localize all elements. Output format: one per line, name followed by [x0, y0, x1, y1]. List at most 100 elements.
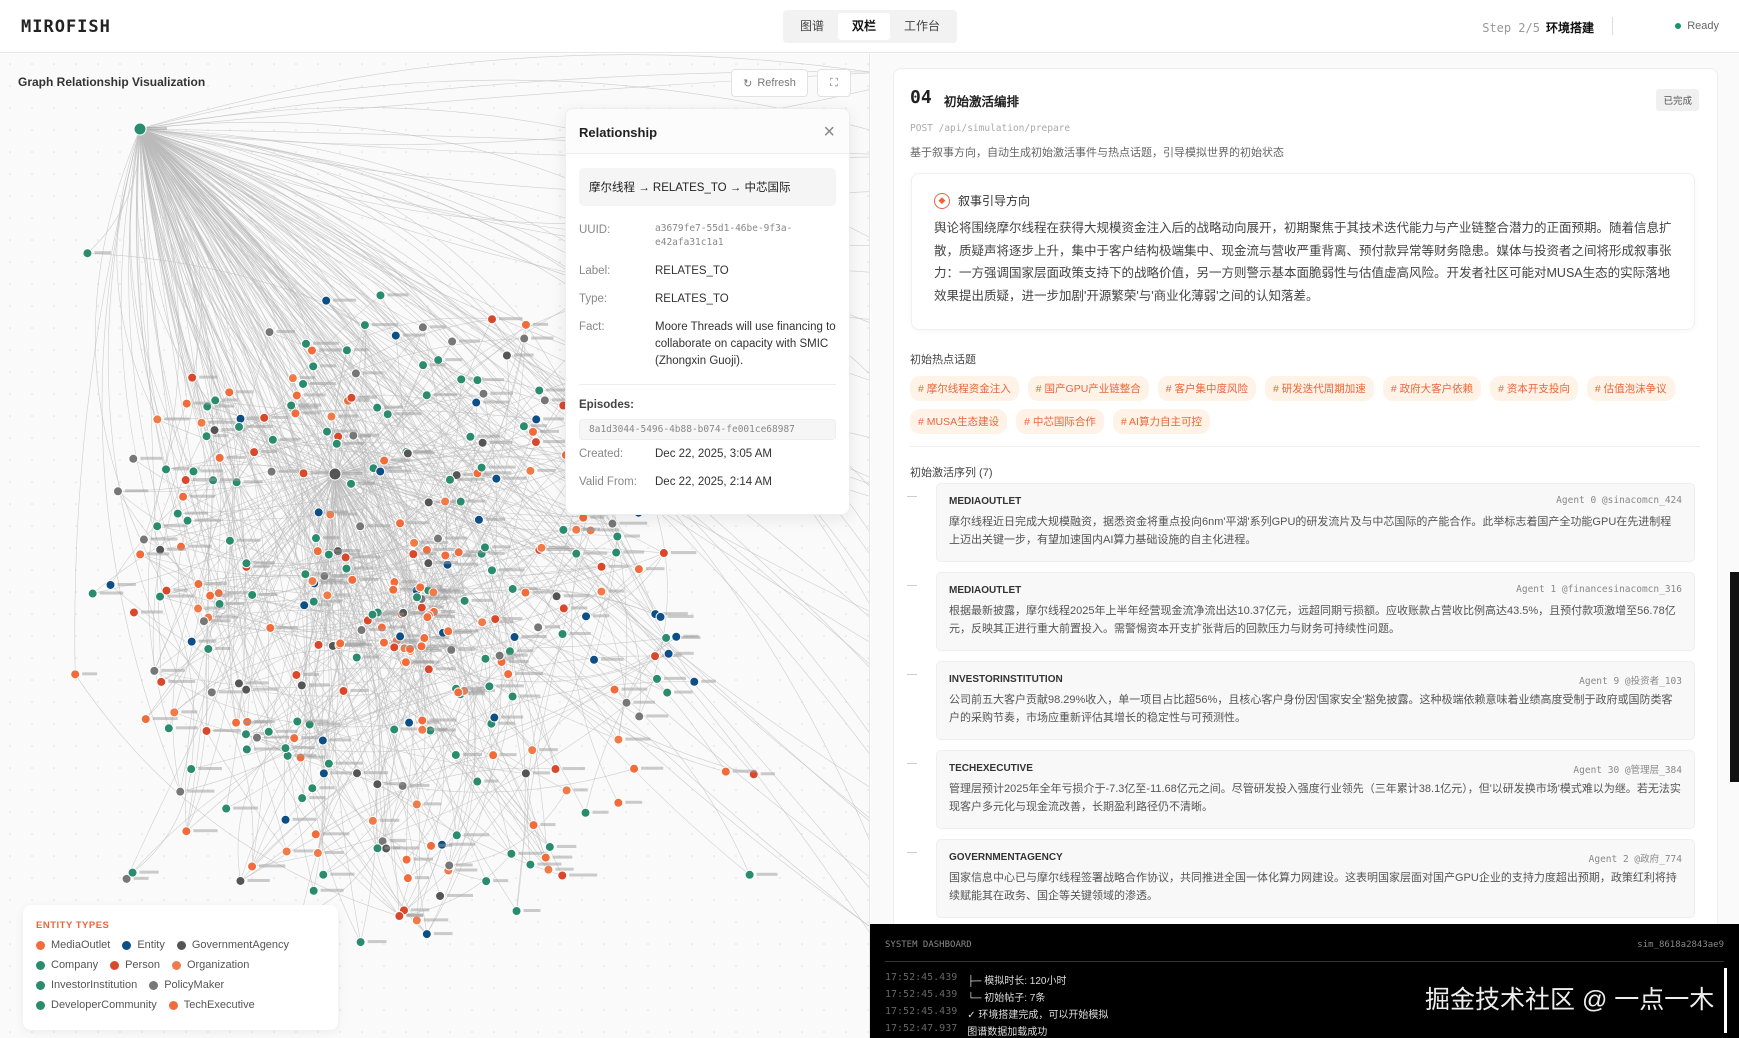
graph-node[interactable]	[322, 590, 333, 601]
graph-node[interactable]	[350, 368, 361, 379]
graph-node[interactable]	[394, 911, 405, 922]
legend-item[interactable]: Company	[36, 959, 98, 971]
graph-node[interactable]	[351, 652, 362, 663]
graph-edge[interactable]	[322, 658, 486, 741]
graph-edge[interactable]	[139, 128, 374, 821]
graph-node[interactable]	[486, 565, 497, 576]
graph-edge[interactable]	[116, 128, 158, 420]
graph-node[interactable]	[379, 455, 390, 466]
graph-edge[interactable]	[182, 407, 293, 497]
graph-node[interactable]	[231, 717, 242, 728]
graph-edge[interactable]	[143, 539, 199, 609]
graph-edge[interactable]	[139, 128, 222, 650]
graph-edge[interactable]	[166, 324, 366, 591]
graph-node[interactable]	[105, 579, 116, 590]
graph-edge[interactable]	[139, 128, 378, 785]
graph-edge[interactable]	[87, 128, 141, 254]
graph-edge[interactable]	[618, 637, 667, 740]
graph-node[interactable]	[658, 548, 669, 559]
graph-node[interactable]	[310, 533, 321, 544]
graph-node[interactable]	[530, 437, 541, 448]
graph-edge[interactable]	[139, 128, 870, 617]
graph-edge[interactable]	[377, 588, 513, 785]
graph-node[interactable]	[356, 625, 367, 636]
graph-edge[interactable]	[345, 557, 448, 571]
graph-edge[interactable]	[334, 473, 500, 656]
graph-node[interactable]	[507, 691, 518, 702]
graph-node[interactable]	[209, 425, 220, 436]
graph-edge[interactable]	[161, 473, 336, 683]
graph-edge[interactable]	[379, 471, 754, 775]
graph-edge[interactable]	[238, 426, 313, 582]
graph-edge[interactable]	[496, 478, 627, 703]
graph-edge[interactable]	[139, 128, 452, 651]
graph-node[interactable]	[152, 414, 163, 425]
graph-edge[interactable]	[139, 128, 870, 877]
graph-node[interactable]	[210, 395, 221, 406]
graph-edge[interactable]	[126, 473, 336, 879]
graph-edge[interactable]	[74, 128, 141, 675]
graph-node[interactable]	[188, 466, 199, 477]
graph-edge[interactable]	[527, 552, 617, 865]
graph-edge[interactable]	[334, 379, 478, 475]
graph-node[interactable]	[609, 684, 620, 695]
graph-node[interactable]	[135, 549, 146, 560]
graph-node[interactable]	[450, 749, 461, 760]
graph-edge[interactable]	[209, 473, 336, 596]
graph-node[interactable]	[247, 861, 258, 872]
graph-edge[interactable]	[139, 128, 270, 867]
graph-edge[interactable]	[240, 418, 478, 782]
view-tab-workbench[interactable]: 工作台	[904, 19, 941, 33]
graph-edge[interactable]	[334, 473, 418, 598]
graph-node[interactable]	[235, 413, 246, 424]
graph-node[interactable]	[527, 745, 538, 756]
graph-node[interactable]	[456, 374, 467, 385]
graph-node[interactable]	[375, 290, 386, 301]
graph-edge[interactable]	[327, 595, 627, 704]
graph-node[interactable]	[423, 558, 434, 569]
graph-node[interactable]	[491, 473, 502, 484]
graph-node[interactable]	[323, 758, 334, 769]
graph-node[interactable]	[187, 372, 198, 383]
graph-node[interactable]	[459, 595, 470, 606]
legend-item[interactable]: PolicyMaker	[149, 979, 224, 991]
graph-node[interactable]	[193, 603, 204, 614]
graph-edge[interactable]	[139, 128, 328, 596]
graph-edge[interactable]	[246, 590, 429, 750]
legend-item[interactable]: Entity	[122, 939, 165, 951]
graph-node[interactable]	[299, 600, 310, 611]
graph-edge[interactable]	[139, 128, 563, 635]
graph-node[interactable]	[289, 733, 300, 744]
graph-node[interactable]	[417, 724, 428, 735]
graph-node[interactable]	[477, 437, 488, 448]
hot-topic-tag[interactable]: # 国产GPU产业链整合	[1027, 376, 1149, 401]
graph-edge[interactable]	[382, 530, 591, 842]
graph-edge[interactable]	[251, 636, 401, 867]
graph-node[interactable]	[558, 524, 569, 535]
graph-node[interactable]	[689, 676, 700, 687]
graph-node[interactable]	[389, 642, 400, 653]
view-tab-graph[interactable]: 图谱	[800, 19, 825, 33]
hot-topic-tag[interactable]: # 估值泡沫争议	[1586, 376, 1675, 401]
graph-node[interactable]	[140, 714, 151, 725]
graph-node[interactable]	[451, 830, 462, 841]
graph-node[interactable]	[417, 715, 428, 726]
graph-node[interactable]	[422, 612, 433, 623]
graph-edge[interactable]	[180, 662, 405, 792]
graph-node[interactable]	[511, 905, 522, 916]
graph-node[interactable]	[596, 561, 607, 572]
graph-edge[interactable]	[139, 128, 549, 870]
graph-node[interactable]	[534, 385, 545, 396]
graph-node[interactable]	[312, 546, 323, 557]
graph-edge[interactable]	[334, 473, 450, 481]
graph-edge[interactable]	[139, 128, 318, 552]
graph-edge[interactable]	[198, 583, 496, 620]
graph-edge[interactable]	[139, 128, 478, 782]
graph-node[interactable]	[489, 712, 500, 723]
graph-edge[interactable]	[133, 612, 254, 867]
graph-node[interactable]	[308, 596, 319, 607]
graph-edge[interactable]	[101, 128, 181, 792]
graph-node[interactable]	[550, 764, 561, 775]
graph-node[interactable]	[152, 521, 163, 532]
graph-node[interactable]	[471, 397, 482, 408]
